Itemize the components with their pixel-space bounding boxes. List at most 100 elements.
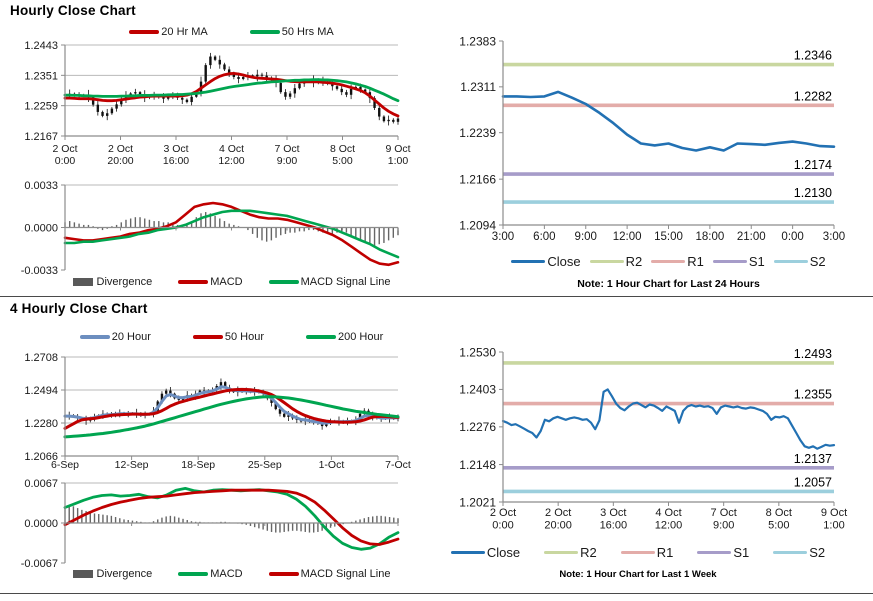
- level-label-r2: 1.2493: [794, 347, 832, 361]
- four-hourly-macd-chart: 0.0067 0.0000 -0.0067: [21, 478, 400, 570]
- level-label-s1: 1.2137: [794, 452, 832, 466]
- legend-label: Divergence: [96, 276, 153, 288]
- legend-swatch: [268, 572, 299, 576]
- y-tick-label: 0.0000: [24, 518, 58, 530]
- hourly-levels-legend: Close R2 R1 S1 S2: [503, 254, 834, 269]
- level-label-r1: 1.2355: [794, 388, 832, 402]
- legend-item-r1: R1: [620, 545, 673, 560]
- legend-swatch: [178, 280, 209, 284]
- y-tick-label: 1.2021: [459, 495, 496, 509]
- legend-item-r2: R2: [589, 254, 642, 269]
- legend-label: Close: [486, 545, 521, 560]
- legend-item-s2: S2: [773, 254, 826, 269]
- series-close: [501, 90, 836, 152]
- legend-item-macd: MACD: [178, 568, 243, 580]
- legend-swatch: [72, 570, 93, 578]
- legend-label: Divergence: [96, 568, 153, 580]
- legend-swatch: [79, 335, 110, 339]
- x-tick-label: 4 Oct: [655, 507, 681, 519]
- x-tick-label: 3:00: [492, 231, 514, 243]
- y-tick-label: 1.2276: [459, 420, 496, 434]
- x-tick-label: 2 Oct: [108, 143, 133, 155]
- legend-item-s1: S1: [697, 545, 749, 560]
- level-label-s2: 1.2057: [794, 475, 832, 489]
- x-tick-label: 0:00: [781, 231, 803, 243]
- legend-item-20-hour: 20 Hour: [79, 331, 151, 343]
- x-tick-label: 2 Oct: [490, 507, 516, 519]
- x-tick-label: 16:00: [600, 520, 628, 532]
- x-tick-label: 7 Oct: [711, 507, 737, 519]
- legend-label: MACD: [210, 276, 243, 288]
- x-tick-label: 18-Sep: [181, 459, 215, 471]
- legend-swatch: [306, 335, 336, 339]
- legend-swatch: [249, 30, 280, 34]
- legend-item-close: Close: [450, 545, 521, 560]
- legend-item-r2: R2: [544, 545, 597, 560]
- legend-swatch: [192, 335, 223, 339]
- legend-swatch: [773, 259, 808, 264]
- legend-item-divergence: Divergence: [72, 568, 153, 580]
- legend-swatch: [544, 550, 579, 555]
- legend-swatch: [697, 550, 732, 555]
- x-tick-label: 4 Oct: [219, 143, 244, 155]
- series-macd-signal-line: [63, 488, 400, 546]
- legend-swatch: [589, 259, 624, 264]
- legend-label: S1: [733, 545, 750, 560]
- x-tick-label: 9 Oct: [821, 507, 847, 519]
- series-50-hour: [63, 387, 400, 430]
- x-tick-label: 9:00: [575, 231, 597, 243]
- legend-item-macd-signal-line: MACD Signal Line: [268, 568, 390, 580]
- legend-label: R1: [687, 254, 704, 269]
- x-tick-label: 12:00: [655, 520, 683, 532]
- legend-label: 20 Hr MA: [161, 26, 208, 38]
- x-tick-label: 12:00: [218, 155, 244, 167]
- x-tick-label: 21:00: [737, 231, 766, 243]
- section-divider: [0, 296, 873, 297]
- x-tick-label: 0:00: [55, 155, 76, 167]
- legend-swatch: [178, 572, 209, 576]
- four-hourly-price-legend: 20 Hour 50 Hour 200 Hour: [65, 331, 398, 343]
- x-tick-label: 9:00: [713, 520, 734, 532]
- bottom-divider: [0, 593, 873, 594]
- legend-item-200-hour: 200 Hour: [306, 331, 383, 343]
- level-label-r1: 1.2282: [794, 89, 832, 103]
- weekly-levels-note: Note: 1 Hour Chart for Last 1 Week: [559, 569, 717, 580]
- x-tick-label: 0:00: [492, 520, 513, 532]
- legend-label: MACD Signal Line: [300, 276, 391, 288]
- legend-item-macd-signal-line: MACD Signal Line: [268, 276, 391, 288]
- level-label-s2: 1.2130: [794, 186, 832, 200]
- hourly-price-legend: 20 Hr MA 50 Hrs MA: [65, 26, 398, 38]
- legend-label: MACD: [210, 568, 243, 580]
- legend-label: 50 Hour: [224, 331, 264, 343]
- legend-item-20-hr-ma: 20 Hr MA: [129, 26, 208, 38]
- x-tick-label: 8 Oct: [766, 507, 792, 519]
- x-tick-label: 7 Oct: [274, 143, 299, 155]
- legend-item-divergence: Divergence: [72, 276, 153, 288]
- y-tick-label: 1.2494: [24, 385, 58, 397]
- legend-swatch: [651, 259, 686, 264]
- y-tick-label: 1.2403: [459, 383, 496, 397]
- x-tick-label: 5:00: [768, 520, 789, 532]
- y-tick-label: 0.0033: [24, 180, 58, 192]
- x-tick-label: 3 Oct: [600, 507, 626, 519]
- legend-label: 200 Hour: [338, 331, 384, 343]
- hourly-section-title: Hourly Close Chart: [10, 3, 136, 18]
- y-tick-label: 1.2530: [459, 345, 496, 359]
- y-tick-label: 1.2166: [459, 172, 496, 186]
- legend-swatch: [773, 550, 808, 555]
- x-tick-label: 12:00: [613, 231, 642, 243]
- legend-item-50-hrs-ma: 50 Hrs MA: [249, 26, 334, 38]
- series-20-hr-ma: [63, 72, 400, 118]
- x-tick-label: 2 Oct: [52, 143, 77, 155]
- x-tick-label: 3:00: [823, 231, 845, 243]
- legend-label: S2: [809, 545, 826, 560]
- y-tick-label: -0.0033: [21, 265, 58, 277]
- hourly-levels-chart: 1.2346 1.2282 1.2174 1.2130 1.2383 1.2311 1.22…: [459, 34, 845, 243]
- x-tick-label: 20:00: [107, 155, 133, 167]
- legend-label: 50 Hrs MA: [281, 26, 334, 38]
- x-tick-label: 16:00: [163, 155, 189, 167]
- x-tick-label: 1:00: [388, 155, 409, 167]
- y-tick-label: 1.2066: [24, 451, 58, 463]
